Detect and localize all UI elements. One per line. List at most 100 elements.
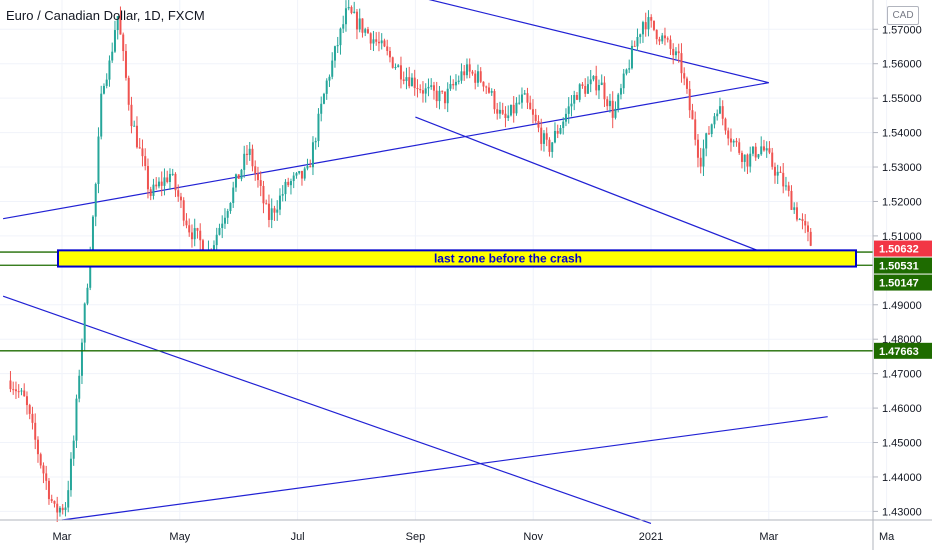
- candle-body: [806, 225, 809, 232]
- candle-body: [94, 183, 97, 217]
- candle-body: [155, 184, 158, 187]
- trendline[interactable]: [415, 116, 770, 256]
- candle-body: [738, 142, 741, 153]
- trendline[interactable]: [2, 82, 769, 220]
- candle-body: [56, 503, 59, 513]
- candle-body: [476, 71, 479, 83]
- candle-body: [380, 40, 383, 44]
- candle-body: [622, 73, 625, 89]
- candle-body: [619, 88, 622, 95]
- candle-body: [215, 234, 218, 246]
- candle-body: [534, 114, 537, 122]
- candle-body: [190, 232, 193, 240]
- candle-body: [740, 152, 743, 162]
- candle-body: [729, 138, 732, 143]
- zone-layer[interactable]: last zone before the crash: [0, 249, 873, 352]
- candle-body: [743, 154, 746, 162]
- candle-body: [405, 77, 408, 81]
- candle-body: [416, 88, 419, 90]
- candle-body: [479, 71, 482, 82]
- candle-body: [42, 465, 45, 474]
- candle-body: [424, 88, 427, 94]
- time-axis[interactable]: Mar May Jul Sep Nov 2021 Mar Ma: [0, 519, 932, 543]
- candle-body: [465, 64, 468, 76]
- candle-body: [438, 90, 441, 102]
- candle-body: [490, 91, 493, 93]
- candle-body: [435, 90, 438, 102]
- candle-body: [166, 177, 169, 182]
- candle-body: [361, 18, 364, 33]
- candle-body: [776, 171, 779, 176]
- candle-body: [67, 490, 70, 508]
- candle-body: [496, 109, 499, 114]
- candle-body: [383, 40, 386, 47]
- candle-body: [336, 45, 339, 47]
- candle-body: [573, 94, 576, 104]
- candle-body: [122, 34, 125, 52]
- candle-body: [507, 115, 510, 119]
- candle-body: [542, 133, 545, 144]
- chart-title: Euro / Canadian Dollar, 1D, FXCM: [6, 8, 205, 23]
- candle-body: [273, 208, 276, 213]
- highlight-zone[interactable]: [57, 249, 857, 268]
- candle-body: [421, 90, 424, 94]
- trendlines[interactable]: [2, 0, 828, 525]
- candle-body: [160, 181, 163, 186]
- candle-body: [14, 389, 17, 392]
- candle-body: [232, 187, 235, 203]
- price-label-bg: [874, 257, 932, 274]
- candle-body: [589, 79, 592, 85]
- candle-body: [9, 380, 12, 390]
- candle-body: [639, 34, 642, 37]
- candle-body: [100, 93, 103, 137]
- candle-body: [278, 195, 281, 210]
- candle-body: [369, 33, 372, 44]
- y-tick-label: 1.44000: [882, 472, 922, 484]
- candle-body: [292, 175, 295, 182]
- candle-body: [152, 184, 155, 196]
- candle-body: [614, 108, 617, 118]
- candle-body: [259, 180, 262, 186]
- candle-body: [798, 219, 801, 221]
- candle-body: [718, 106, 721, 114]
- y-tick-label: 1.56000: [882, 59, 922, 71]
- candle-body: [691, 110, 694, 120]
- candle-body: [567, 106, 570, 114]
- candle-body: [471, 71, 474, 74]
- candle-body: [760, 146, 763, 155]
- candle-body: [765, 148, 768, 151]
- candle-body: [138, 147, 141, 149]
- candle-body: [427, 86, 430, 89]
- price-axis[interactable]: 1.57000 1.56000 1.55000 1.54000 1.53000 1.520…: [872, 0, 932, 550]
- candle-body: [685, 78, 688, 89]
- x-tick-label: 2021: [639, 531, 663, 543]
- candle-body: [394, 67, 397, 69]
- candle-body: [284, 181, 287, 195]
- candle-body: [553, 130, 556, 143]
- candle-body: [347, 7, 350, 9]
- candle-body: [226, 211, 229, 218]
- candle-body: [331, 60, 334, 77]
- candle-body: [366, 29, 369, 34]
- candle-body: [377, 41, 380, 44]
- candle-body: [702, 148, 705, 167]
- trendline[interactable]: [357, 0, 769, 84]
- price-label-bg: [874, 274, 932, 291]
- trendline[interactable]: [61, 416, 828, 521]
- candle-body: [262, 185, 265, 204]
- candle-body: [248, 148, 251, 155]
- candle-body: [443, 91, 446, 104]
- candle-body: [333, 46, 336, 61]
- trendline[interactable]: [2, 295, 652, 525]
- candle-body: [163, 177, 166, 186]
- candle-body: [537, 121, 540, 128]
- candle-body: [457, 80, 460, 82]
- candle-body: [804, 220, 807, 226]
- candle-body: [69, 458, 72, 491]
- candle-body: [628, 68, 631, 70]
- candle-body: [410, 77, 413, 87]
- candle-body: [177, 190, 180, 197]
- currency-badge[interactable]: CAD: [887, 6, 919, 25]
